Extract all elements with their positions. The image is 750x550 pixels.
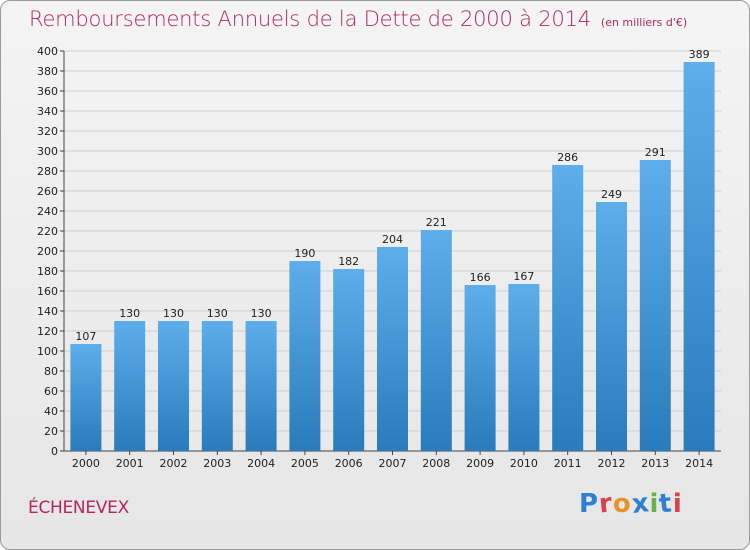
x-tick-label: 2000 [72, 457, 100, 470]
y-tick-label: 160 [37, 285, 58, 298]
data-label: 130 [207, 307, 228, 320]
bar-2013 [639, 160, 671, 451]
chart-title-text: Remboursements Annuels de la Dette de 20… [29, 7, 591, 31]
data-labels: 107 130 130 130 130 190 182 204 221 166 167 286 249 2… [75, 48, 709, 343]
y-tick-label: 200 [37, 245, 58, 258]
x-tick-label: 2006 [335, 457, 363, 470]
y-tick-label: 180 [37, 265, 58, 278]
data-label: 166 [470, 271, 491, 284]
x-tick-label: 2012 [598, 457, 626, 470]
x-tick-label: 2013 [641, 457, 669, 470]
x-tick-label: 2005 [291, 457, 319, 470]
bars [70, 62, 715, 451]
chart-title: Remboursements Annuels de la Dette de 20… [29, 7, 687, 31]
data-label: 286 [557, 151, 578, 164]
y-tick-label: 400 [37, 45, 58, 58]
data-label: 182 [338, 255, 359, 268]
data-label: 190 [294, 247, 315, 260]
axes: 0 20 40 60 80 100 120 140 160 180 200 220 240 260 280 3… [37, 45, 721, 470]
x-tick-label: 2011 [554, 457, 582, 470]
y-tick-label: 220 [37, 225, 58, 238]
x-tick-label: 2003 [203, 457, 231, 470]
x-tick-label: 2007 [379, 457, 407, 470]
logo-letter: r [597, 488, 615, 520]
data-label: 249 [601, 188, 622, 201]
data-label: 291 [645, 146, 666, 159]
bar-2012 [596, 202, 627, 451]
bar-2003 [201, 321, 233, 451]
x-tick-label: 2002 [160, 457, 188, 470]
x-tick-label: 2008 [422, 457, 450, 470]
y-tick-label: 300 [37, 145, 58, 158]
data-label: 107 [75, 330, 96, 343]
x-tick-label: 2014 [685, 457, 713, 470]
bar-2005 [289, 261, 321, 451]
x-tick-label: 2009 [466, 457, 494, 470]
y-tick-label: 380 [37, 65, 58, 78]
bar-2014 [683, 62, 715, 451]
y-tick-label: 140 [37, 305, 58, 318]
y-tick-label: 280 [37, 165, 58, 178]
bar-2008 [420, 230, 452, 451]
data-label: 130 [251, 307, 272, 320]
bar-2009 [464, 285, 496, 451]
bar-2006 [333, 269, 365, 451]
bar-2002 [158, 321, 189, 451]
y-tick-label: 100 [37, 345, 58, 358]
bar-2010 [508, 284, 540, 451]
y-tick-label: 120 [37, 325, 58, 338]
y-tick-label: 80 [44, 365, 58, 378]
bar-2001 [114, 321, 146, 451]
data-label: 130 [163, 307, 184, 320]
data-label: 221 [426, 216, 447, 229]
logo-letter: i [672, 489, 683, 519]
bar-2011 [552, 165, 584, 451]
y-tick-label: 0 [51, 445, 58, 458]
unit-note: (en milliers d'€) [600, 16, 688, 29]
y-tick-label: 340 [37, 105, 58, 118]
y-tick-label: 60 [44, 385, 58, 398]
y-tick-label: 20 [44, 425, 58, 438]
x-tick-label: 2001 [116, 457, 144, 470]
data-label: 167 [513, 270, 534, 283]
y-tick-label: 260 [37, 185, 58, 198]
y-tick-label: 40 [44, 405, 58, 418]
logo-letter: o [612, 489, 632, 519]
logo-letter: i [649, 489, 660, 519]
x-tick-label: 2004 [247, 457, 275, 470]
commune-name: ÉCHENEVEX [28, 498, 129, 518]
bar-2000 [70, 344, 102, 451]
y-tick-label: 240 [37, 205, 58, 218]
bar-2004 [245, 321, 277, 451]
logo-letter: P [579, 489, 600, 519]
proxiti-logo[interactable]: Proxiti [579, 488, 683, 520]
y-tick-label: 320 [37, 125, 58, 138]
y-tick-label: 360 [37, 85, 58, 98]
x-tick-label: 2010 [510, 457, 538, 470]
bar-2007 [377, 247, 408, 451]
logo-letter: x [630, 488, 652, 520]
data-label: 204 [382, 233, 403, 246]
data-label: 389 [689, 48, 710, 61]
data-label: 130 [119, 307, 140, 320]
